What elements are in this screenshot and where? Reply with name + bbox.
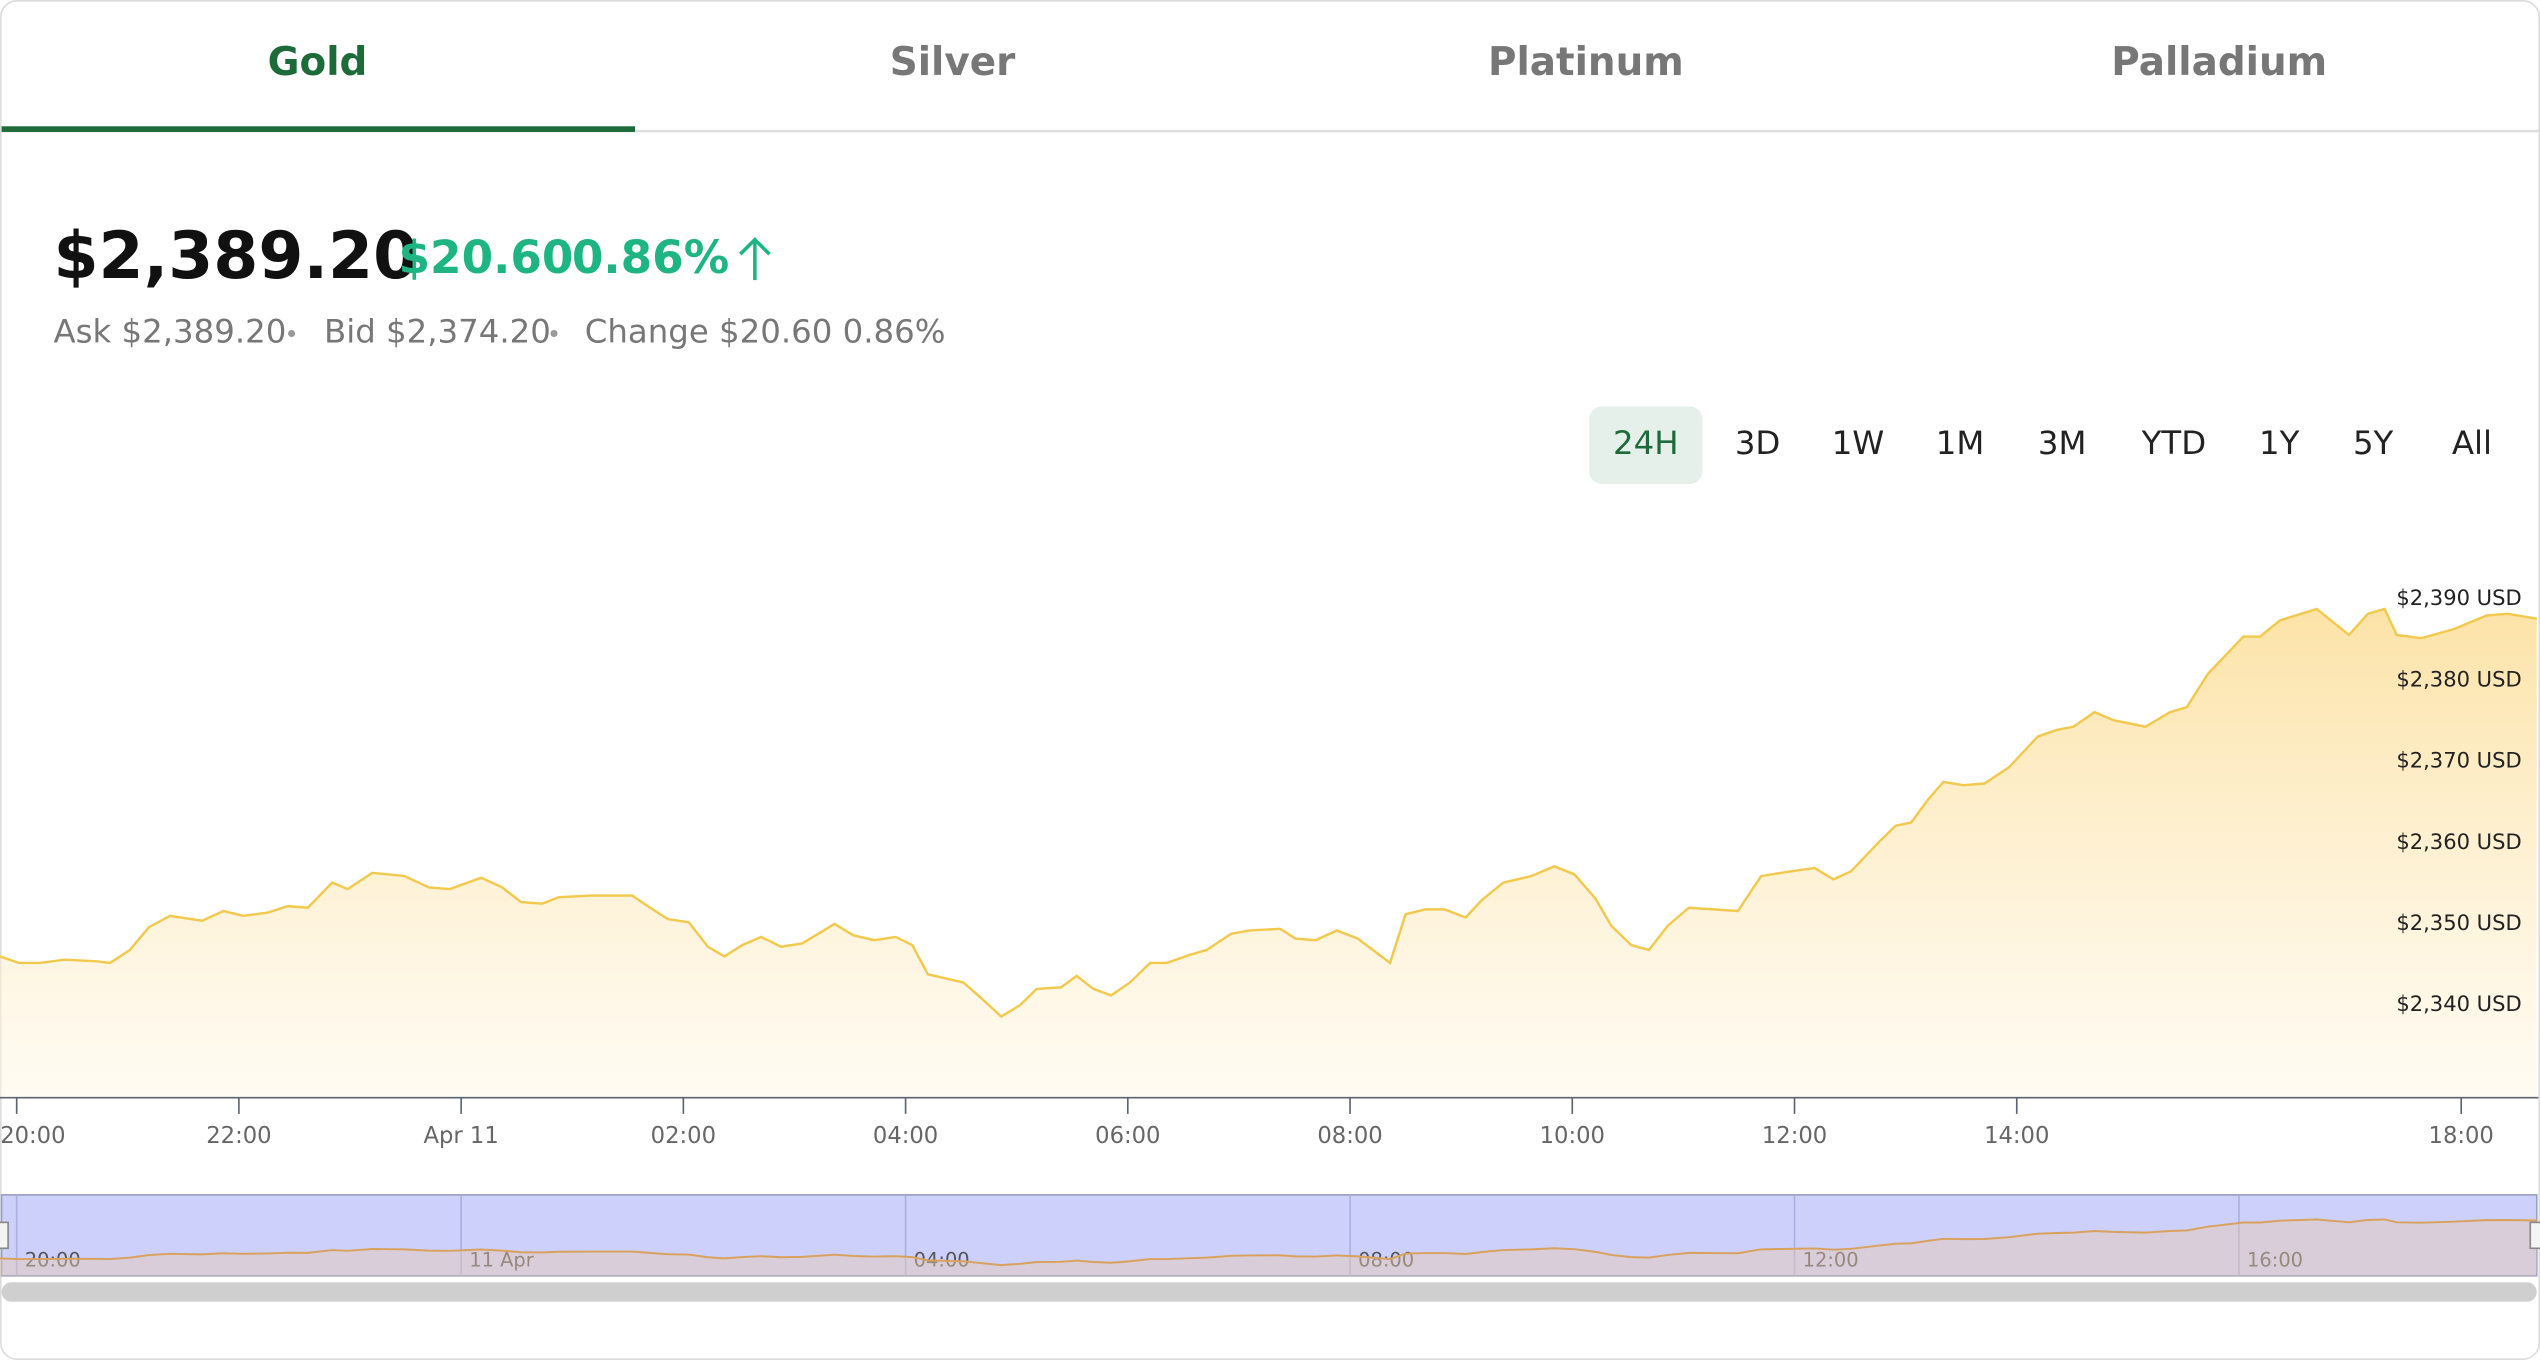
metal-tab[interactable]: Palladium [2111,40,2327,85]
metal-tab[interactable]: Platinum [1488,40,1684,85]
y-tick-label: $2,360 USD [2396,829,2521,854]
separator [288,329,296,338]
y-tick-label: $2,370 USD [2396,748,2521,773]
y-tick-label: $2,340 USD [2396,991,2521,1016]
price: $2,389.20 [53,219,418,294]
range-button[interactable]: YTD [2141,424,2207,462]
area-fill [0,608,2537,1098]
navigator-label: 16:00 [2247,1249,2303,1272]
active-range-bg [1589,406,1703,485]
x-tick-label: 06:00 [1095,1123,1160,1149]
x-tick-label: 20:00 [0,1123,65,1149]
ask: Ask $2,389.20 [53,313,286,351]
range-button[interactable]: 1W [1832,424,1885,462]
range-button[interactable]: 1Y [2259,424,2300,462]
navigator-label: 11 Apr [469,1249,534,1272]
up-arrow [739,237,771,281]
navigator-area [0,1219,2537,1276]
x-tick-label: 08:00 [1317,1123,1382,1149]
x-tick-label: Apr 11 [424,1123,499,1149]
range-button[interactable]: 5Y [2353,424,2394,462]
x-tick-label: 10:00 [1540,1123,1605,1149]
x-tick-label: 12:00 [1762,1123,1827,1149]
navigator-label: 20:00 [25,1249,81,1272]
range-button[interactable]: 3M [2038,424,2087,462]
y-tick-label: $2,350 USD [2396,910,2521,935]
change: $20.60 [398,231,573,284]
y-tick-label: $2,380 USD [2396,666,2521,691]
navigator-handle-left[interactable] [0,1221,9,1250]
navigator-line [0,1218,2537,1267]
range-button[interactable]: 1M [1936,424,1985,462]
active-tab-underline [1,126,636,132]
scrollbar[interactable] [1,1282,2537,1302]
x-tick-label: 04:00 [873,1123,938,1149]
x-tick-label: 02:00 [651,1123,716,1149]
change-detail: Change $20.60 0.86% [585,313,946,351]
price-line [0,607,2537,1019]
range-button[interactable]: All [2452,424,2492,462]
navigator-handle-right[interactable] [2529,1221,2540,1250]
change-percent: 0.86% [572,231,729,284]
separator [550,329,558,338]
x-tick-label: 14:00 [1984,1123,2049,1149]
range-button[interactable]: 24H [1613,424,1679,462]
metal-tab[interactable]: Gold [268,40,368,85]
y-tick-label: $2,390 USD [2396,585,2521,610]
range-button[interactable]: 3D [1735,424,1781,462]
x-tick-label: 18:00 [2429,1123,2494,1149]
navigator-label: 12:00 [1803,1249,1859,1272]
x-tick-label: 22:00 [206,1123,271,1149]
navigator-label: 08:00 [1358,1249,1414,1272]
metal-tab[interactable]: Silver [890,40,1016,85]
bid: Bid $2,374.20 [324,313,551,351]
